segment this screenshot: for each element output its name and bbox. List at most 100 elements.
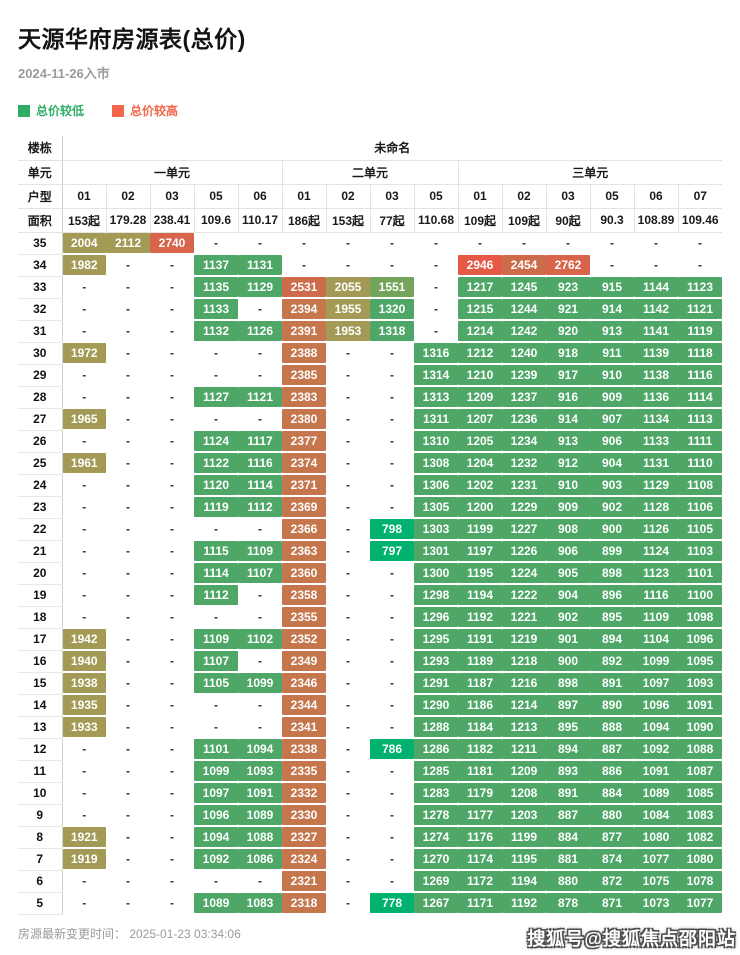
empty-cell: - [82, 742, 87, 756]
price-value: 2394 [282, 299, 326, 319]
empty-cell: - [390, 478, 394, 492]
price-cell: 2335 [282, 760, 326, 782]
area-header: 109起 [458, 208, 503, 233]
table-row: 24 - - - 1120 1114 2371 - - 1306 1202 1231 910 903 112… [18, 474, 722, 497]
price-value: 1116 [678, 365, 722, 385]
price-value: 2385 [282, 365, 326, 385]
empty-cell: - [346, 808, 350, 822]
table-row: 32 - - - 1133 - 2394 1955 1320 - 1215 1244 921 914 114… [18, 298, 722, 321]
price-cell: 910 [546, 474, 590, 496]
price-cell: 1099 [238, 672, 282, 694]
price-cell: 880 [546, 870, 590, 892]
price-value: 1286 [414, 739, 458, 759]
price-cell: 1127 [194, 386, 238, 408]
price-cell: 1095 [678, 650, 722, 672]
price-value: 1111 [678, 431, 722, 451]
price-cell: 1105 [194, 672, 238, 694]
table-row: 29 - - - - - 2385 - - 1314 1210 1239 917 910 1138 1116 [18, 364, 722, 387]
row-label-unit: 单元 [18, 160, 63, 185]
empty-cell: - [654, 258, 658, 272]
price-cell: 1094 [634, 716, 678, 738]
empty-cell: - [170, 874, 174, 888]
price-value: 1290 [414, 695, 458, 715]
price-cell: 1133 [194, 298, 238, 320]
table-row: 20 - - - 1114 1107 2360 - - 1300 1195 1224 905 898 112… [18, 562, 722, 585]
price-value: 893 [546, 761, 590, 781]
empty-cell: - [390, 500, 394, 514]
floor-label: 23 [18, 496, 63, 519]
price-cell: 1214 [502, 694, 546, 716]
price-cell: 1103 [678, 540, 722, 562]
price-value: 2374 [282, 453, 326, 473]
price-value: 1110 [678, 453, 722, 473]
price-value: 2762 [546, 255, 590, 275]
price-value: 778 [370, 893, 414, 913]
price-value: 877 [590, 827, 634, 847]
price-cell: 1087 [678, 760, 722, 782]
price-cell: 1938 [62, 672, 106, 694]
empty-cell: - [170, 412, 174, 426]
price-cell: 1142 [634, 298, 678, 320]
price-cell: 2371 [282, 474, 326, 496]
price-value: 1109 [634, 607, 678, 627]
type-header: 02 [502, 184, 547, 209]
price-cell: 1961 [62, 452, 106, 474]
price-value: 2344 [282, 695, 326, 715]
price-cell: 1226 [502, 540, 546, 562]
price-cell: 1283 [414, 782, 458, 804]
price-cell: 1242 [502, 320, 546, 342]
type-header: 02 [326, 184, 371, 209]
price-value: 2338 [282, 739, 326, 759]
price-value: 1211 [502, 739, 546, 759]
floor-label: 18 [18, 606, 63, 629]
price-value: 900 [590, 519, 634, 539]
empty-cell: - [390, 346, 394, 360]
price-value: 1308 [414, 453, 458, 473]
price-cell: 1118 [678, 342, 722, 364]
price-value: 1295 [414, 629, 458, 649]
price-cell: 1141 [634, 320, 678, 342]
empty-cell: - [214, 236, 218, 251]
price-cell: 2740 [150, 232, 194, 254]
price-value: 1091 [678, 695, 722, 715]
empty-cell: - [390, 852, 394, 866]
price-value: 2371 [282, 475, 326, 495]
price-value: 2946 [458, 255, 502, 275]
price-cell: 1240 [502, 342, 546, 364]
price-value: 1092 [194, 849, 238, 869]
price-value: 909 [590, 387, 634, 407]
price-value: 1121 [678, 299, 722, 319]
price-value: 1200 [458, 497, 502, 517]
price-value: 894 [590, 629, 634, 649]
empty-cell: - [170, 478, 174, 492]
type-header: 06 [634, 184, 679, 209]
price-cell: 1189 [458, 650, 502, 672]
price-value: 1182 [458, 739, 502, 759]
price-cell: 1135 [194, 276, 238, 298]
empty-cell: - [346, 874, 350, 888]
price-value: 2388 [282, 343, 326, 363]
price-cell: 1222 [502, 584, 546, 606]
price-cell: 893 [546, 760, 590, 782]
empty-cell: - [698, 258, 702, 272]
row-label-type: 户型 [18, 184, 63, 209]
header-row-building: 楼栋 未命名 [18, 136, 722, 161]
price-value: 1207 [458, 409, 502, 429]
empty-cell: - [214, 698, 218, 712]
price-value: 1099 [238, 673, 282, 693]
price-cell: 1124 [634, 540, 678, 562]
price-cell: 1144 [634, 276, 678, 298]
price-value: 1103 [678, 541, 722, 561]
price-value: 872 [590, 871, 634, 891]
price-cell: 1194 [458, 584, 502, 606]
price-cell: 1314 [414, 364, 458, 386]
price-value: 1132 [194, 321, 238, 341]
price-value: 1080 [634, 827, 678, 847]
price-cell: 1114 [194, 562, 238, 584]
price-value: 1114 [678, 387, 722, 407]
price-value: 1128 [634, 497, 678, 517]
price-value: 1077 [634, 849, 678, 869]
area-header: 109起 [502, 208, 547, 233]
price-value: 1101 [678, 563, 722, 583]
price-cell: 2385 [282, 364, 326, 386]
